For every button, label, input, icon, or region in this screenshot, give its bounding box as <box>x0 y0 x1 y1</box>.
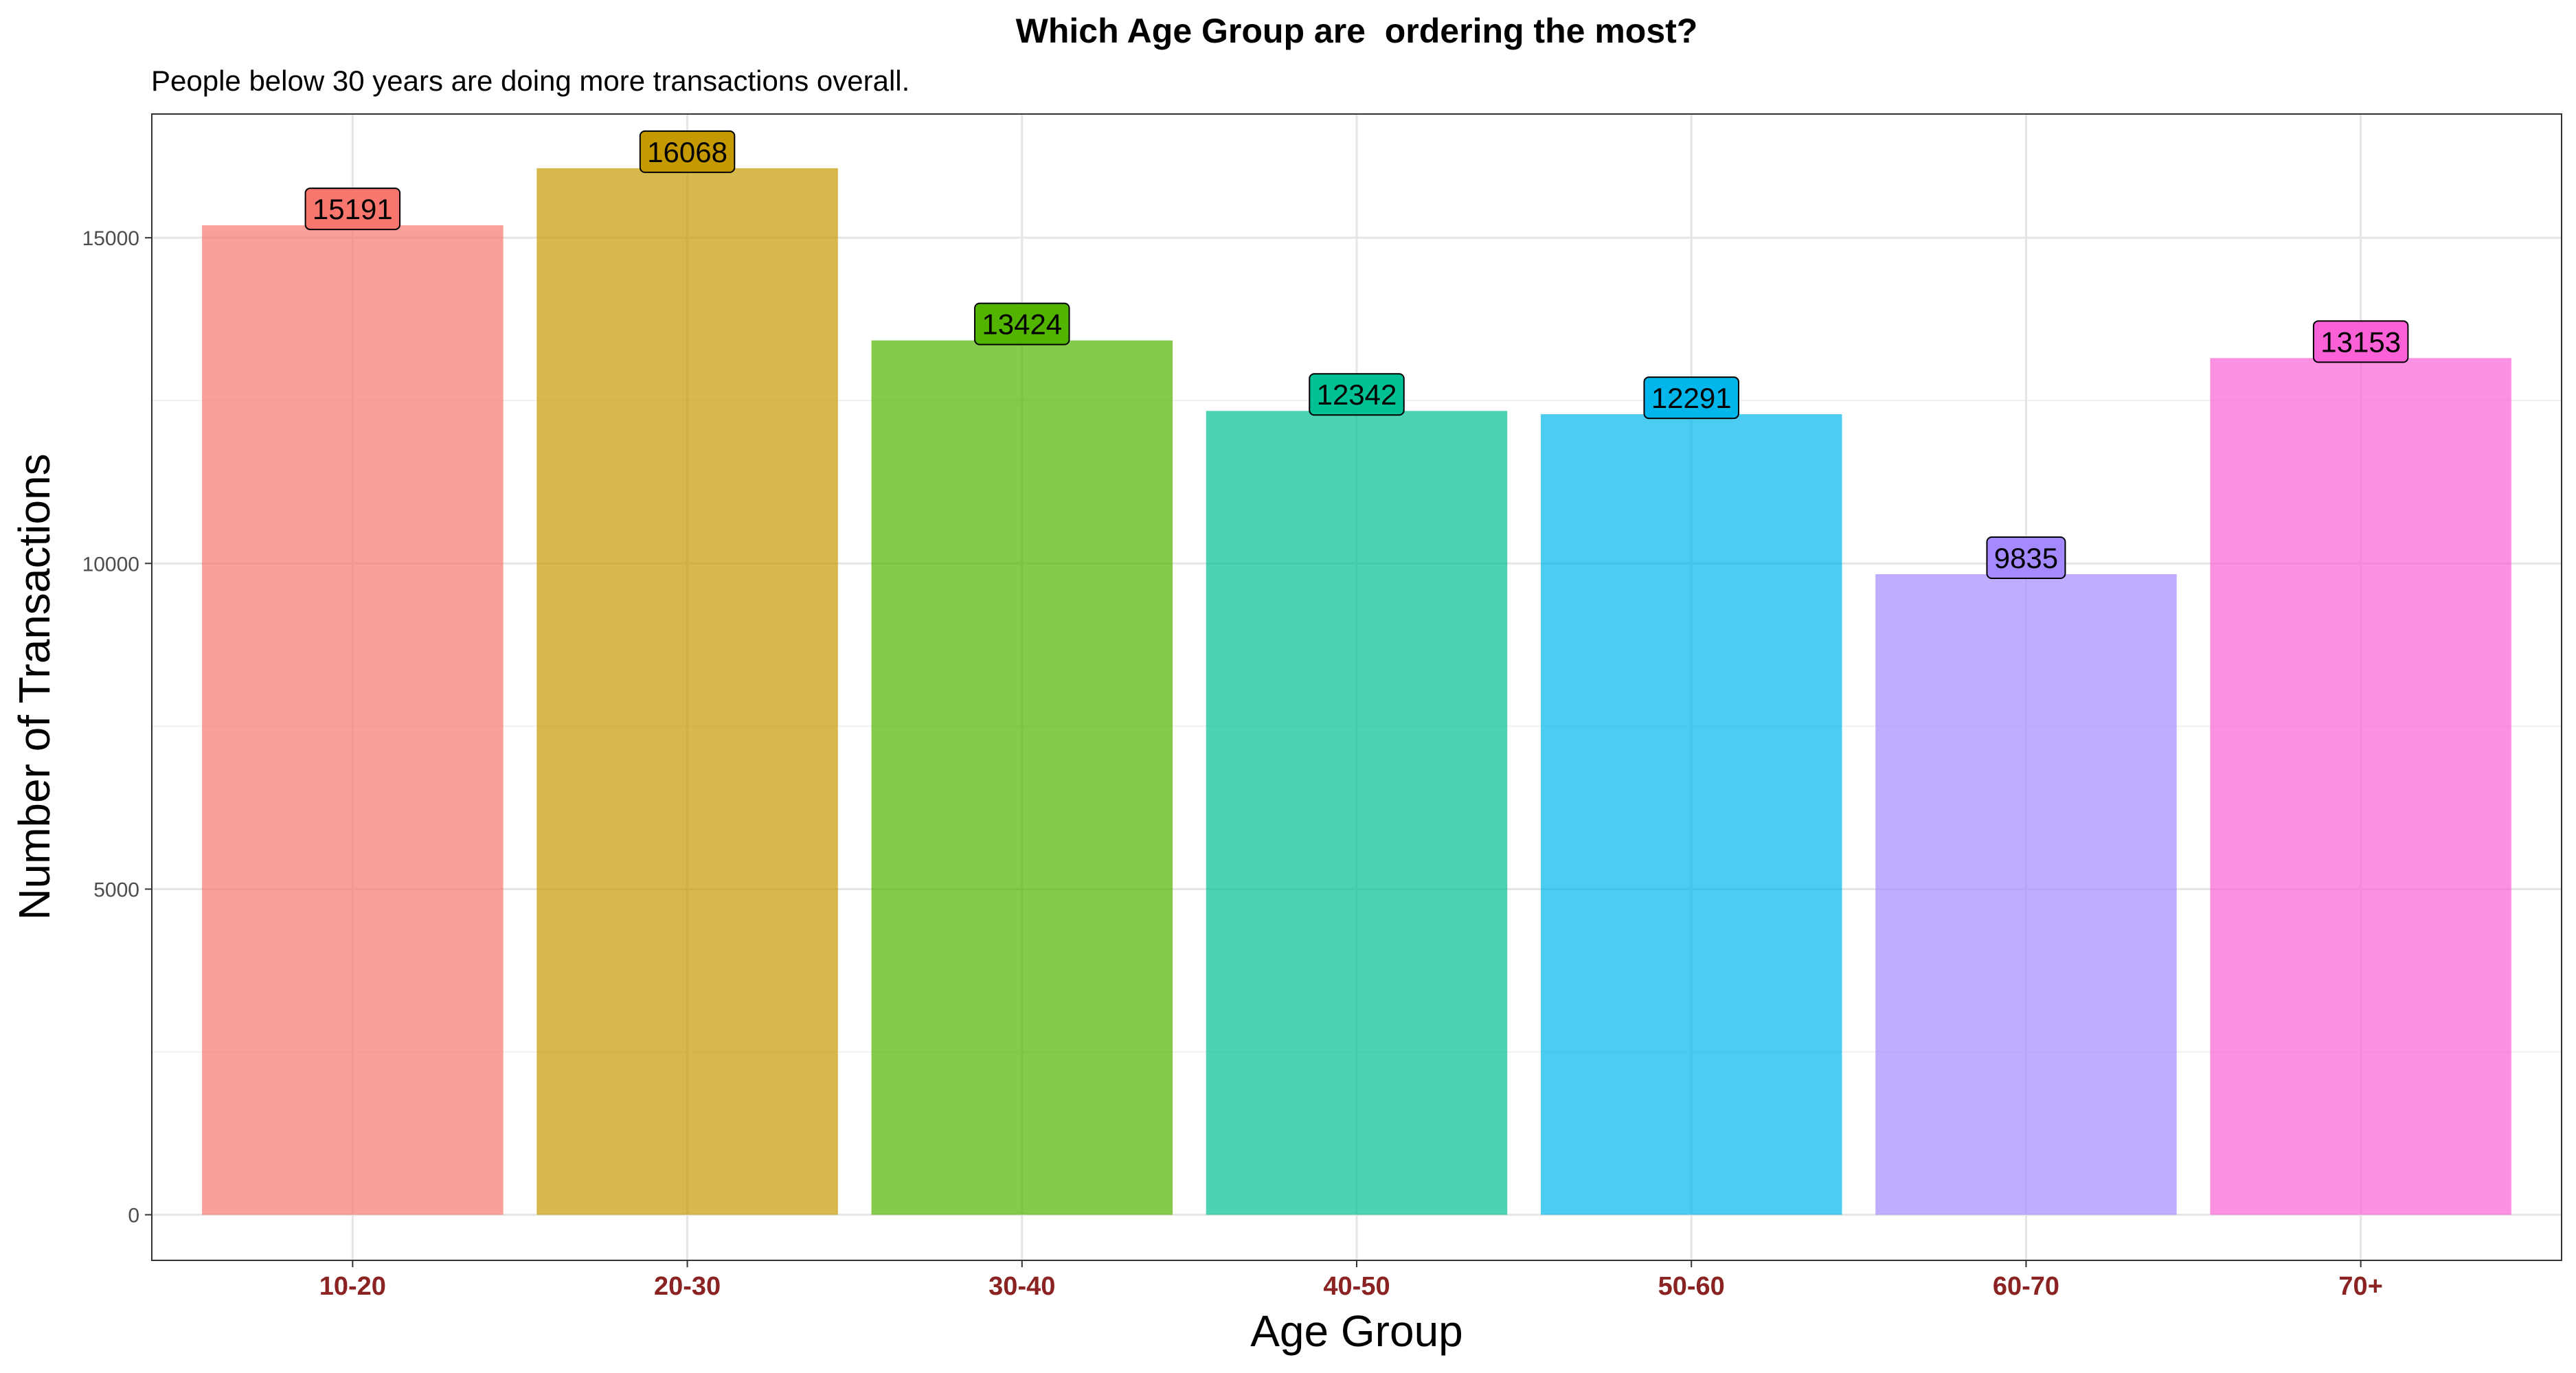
data-label-10-20: 15191 <box>304 188 401 231</box>
data-label-30-40: 13424 <box>974 302 1070 345</box>
bar-40-50 <box>1206 411 1508 1215</box>
data-label-box <box>304 188 401 231</box>
data-label-text: 16068 <box>647 136 727 168</box>
bar-70+ <box>2210 358 2511 1215</box>
x-tick-label: 30-40 <box>988 1272 1055 1301</box>
x-tick-label: 50-60 <box>1658 1272 1725 1301</box>
chart-subtitle: People below 30 years are doing more tra… <box>151 65 909 97</box>
x-axis: 10-20 20-30 30-40 40-50 50-60 60-70 70+ <box>319 1260 2383 1301</box>
data-label-text: 13424 <box>982 308 1062 341</box>
y-tick-label: 5000 <box>93 878 139 901</box>
x-tick-label: 20-30 <box>654 1272 721 1301</box>
bar-20-30 <box>536 168 838 1215</box>
data-label-box <box>1309 373 1405 416</box>
y-axis: 0 5000 10000 15000 <box>82 227 152 1227</box>
data-labels: 15191 16068 13424 12342 12291 9835 13153 <box>304 130 2409 579</box>
data-label-20-30: 16068 <box>639 130 736 173</box>
data-label-text: 9835 <box>1994 542 2058 574</box>
data-label-box <box>639 130 736 173</box>
data-label-text: 12291 <box>1651 382 1732 414</box>
bar-30-40 <box>871 340 1173 1215</box>
data-label-text: 15191 <box>313 193 393 225</box>
data-label-40-50: 12342 <box>1309 373 1405 416</box>
bar-10-20 <box>202 225 504 1215</box>
data-label-70+: 13153 <box>2312 320 2409 363</box>
data-label-60-70: 9835 <box>1986 536 2066 579</box>
x-tick-label: 60-70 <box>1993 1272 2059 1301</box>
data-label-text: 12342 <box>1317 378 1397 411</box>
data-label-box <box>1643 376 1739 420</box>
x-tick-label: 10-20 <box>319 1272 386 1301</box>
bars <box>202 168 2511 1215</box>
data-label-box <box>1986 536 2066 579</box>
data-label-box <box>974 302 1070 345</box>
data-label-50-60: 12291 <box>1643 376 1739 420</box>
y-tick-label: 10000 <box>82 553 139 576</box>
data-label-text: 13153 <box>2320 326 2401 358</box>
x-tick-label: 70+ <box>2338 1272 2382 1301</box>
chart-title: Which Age Group are ordering the most? <box>1016 12 1698 50</box>
x-tick-label: 40-50 <box>1323 1272 1390 1301</box>
data-label-box <box>2312 320 2409 363</box>
bar-50-60 <box>1540 414 1842 1215</box>
x-axis-title: Age Group <box>1250 1306 1463 1356</box>
y-axis-title: Number of Transactions <box>10 453 59 920</box>
y-tick-label: 15000 <box>82 227 139 250</box>
y-tick-label: 0 <box>128 1205 139 1227</box>
bar-60-70 <box>1875 574 2177 1215</box>
